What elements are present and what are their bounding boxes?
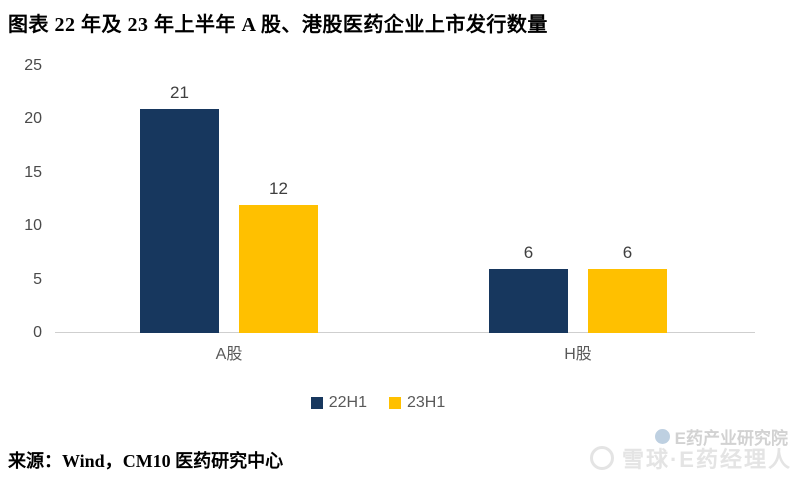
y-axis-tick-label: 20: [24, 110, 42, 128]
legend-label: 23H1: [407, 394, 446, 411]
x-axis-category-label: A股: [215, 346, 243, 363]
watermark-xueqiu: 雪球·E药经理人: [589, 442, 792, 474]
bar-value-label: 6: [622, 242, 633, 262]
legend-item-23H1: 23H1: [389, 394, 445, 412]
x-axis-line: [55, 332, 755, 333]
institute-logo-icon: [654, 429, 670, 444]
source-note: 来源：Wind，CM10 医药研究中心: [8, 451, 284, 471]
bar-value-label: 12: [269, 178, 288, 198]
y-axis-tick-label: 0: [33, 324, 42, 341]
y-axis-tick-label: 10: [24, 217, 42, 235]
chart-title: 图表 22 年及 23 年上半年 A 股、港股医药企业上市发行数量: [8, 14, 548, 36]
legend: 22H1 23H1: [0, 394, 756, 412]
legend-swatch-icon: [389, 397, 401, 409]
y-axis-tick-label: 25: [24, 57, 42, 74]
legend-item-22H1: 22H1: [310, 394, 367, 412]
watermark-institute: E药产业研究院: [654, 424, 788, 449]
bar-23H1-H股: [588, 268, 667, 333]
bar-23H1-A股: [239, 204, 318, 333]
bar-22H1-H股: [489, 268, 568, 333]
bar-value-label: 6: [523, 242, 534, 262]
bar-22H1-A股: [140, 108, 219, 333]
x-axis-category-label: H股: [564, 346, 592, 363]
watermark-xueqiu-text: 雪球·E药经理人: [621, 447, 792, 472]
legend-label: 22H1: [328, 394, 367, 411]
bar-value-label: 21: [170, 82, 189, 102]
legend-swatch-icon: [310, 397, 323, 409]
xueqiu-logo-icon: [589, 446, 614, 470]
y-axis-tick-label: 5: [33, 270, 42, 288]
watermark-institute-text: E药产业研究院: [674, 429, 788, 448]
y-axis-tick-label: 15: [24, 163, 42, 181]
